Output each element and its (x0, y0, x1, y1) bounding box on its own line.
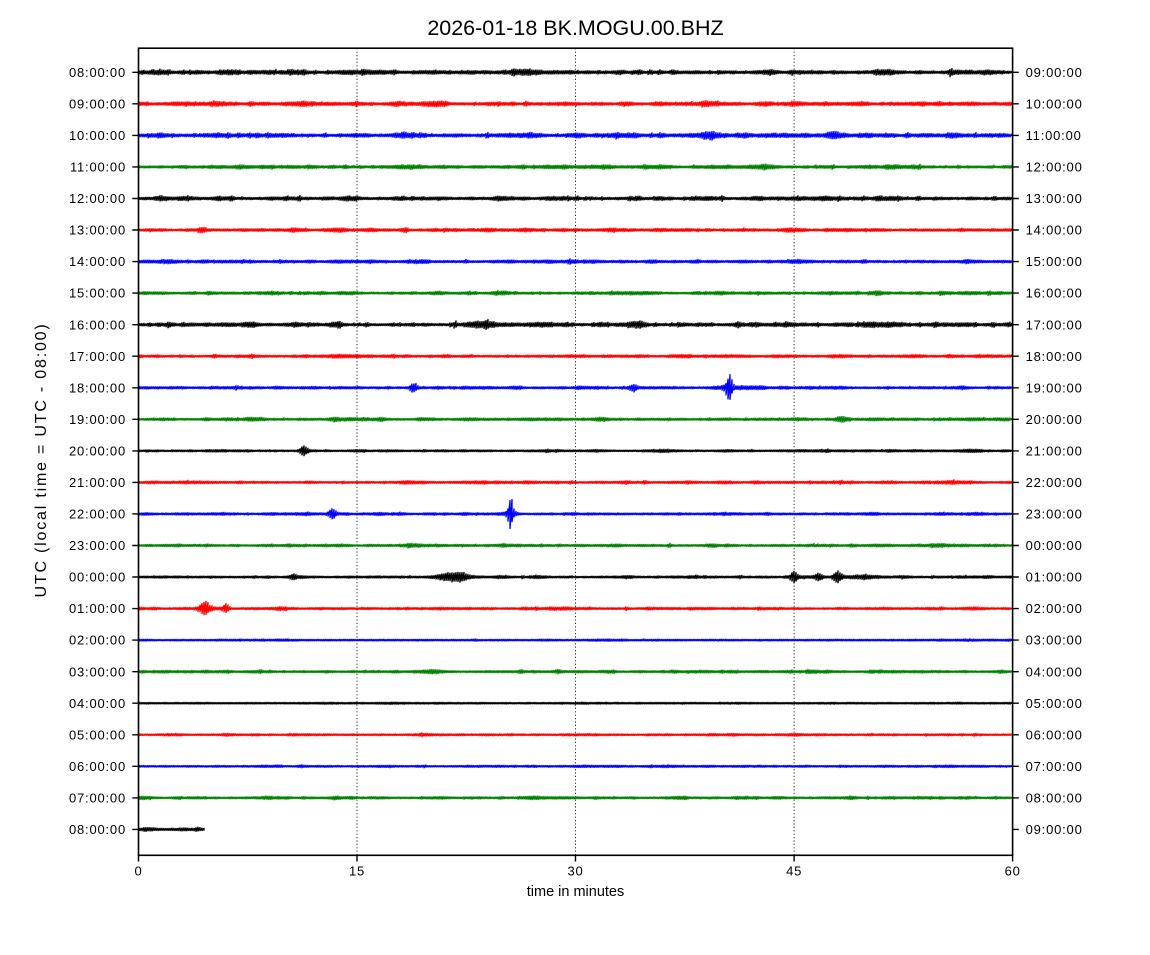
svg-text:08:00:00: 08:00:00 (1026, 791, 1083, 806)
svg-text:07:00:00: 07:00:00 (1026, 759, 1083, 774)
svg-text:21:00:00: 21:00:00 (69, 475, 126, 490)
svg-text:06:00:00: 06:00:00 (69, 759, 126, 774)
svg-text:05:00:00: 05:00:00 (69, 727, 126, 742)
svg-text:23:00:00: 23:00:00 (1026, 507, 1083, 522)
svg-text:30: 30 (567, 864, 583, 879)
svg-text:03:00:00: 03:00:00 (69, 664, 126, 679)
svg-text:22:00:00: 22:00:00 (69, 507, 126, 522)
svg-text:09:00:00: 09:00:00 (1026, 65, 1083, 80)
svg-text:14:00:00: 14:00:00 (69, 254, 126, 269)
svg-text:19:00:00: 19:00:00 (1026, 380, 1083, 395)
svg-text:12:00:00: 12:00:00 (69, 191, 126, 206)
svg-text:02:00:00: 02:00:00 (69, 633, 126, 648)
svg-text:10:00:00: 10:00:00 (1026, 96, 1083, 111)
svg-text:00:00:00: 00:00:00 (1026, 538, 1083, 553)
svg-text:60: 60 (1005, 864, 1021, 879)
svg-text:10:00:00: 10:00:00 (69, 128, 126, 143)
svg-text:21:00:00: 21:00:00 (1026, 444, 1083, 459)
svg-text:17:00:00: 17:00:00 (1026, 317, 1083, 332)
svg-text:15:00:00: 15:00:00 (1026, 254, 1083, 269)
svg-text:15: 15 (349, 864, 365, 879)
svg-text:15:00:00: 15:00:00 (69, 286, 126, 301)
svg-text:23:00:00: 23:00:00 (69, 538, 126, 553)
svg-text:16:00:00: 16:00:00 (69, 317, 126, 332)
svg-text:20:00:00: 20:00:00 (69, 444, 126, 459)
svg-text:04:00:00: 04:00:00 (69, 696, 126, 711)
svg-text:08:00:00: 08:00:00 (69, 822, 126, 837)
svg-text:08:00:00: 08:00:00 (69, 65, 126, 80)
svg-text:11:00:00: 11:00:00 (70, 160, 126, 175)
svg-text:00:00:00: 00:00:00 (69, 570, 126, 585)
svg-text:14:00:00: 14:00:00 (1026, 223, 1083, 238)
svg-text:UTC (local time = UTC - 08:00): UTC (local time = UTC - 08:00) (33, 323, 50, 598)
svg-text:01:00:00: 01:00:00 (69, 601, 126, 616)
svg-text:20:00:00: 20:00:00 (1026, 412, 1083, 427)
svg-text:18:00:00: 18:00:00 (1026, 349, 1083, 364)
svg-text:12:00:00: 12:00:00 (1026, 160, 1083, 175)
svg-text:07:00:00: 07:00:00 (69, 791, 126, 806)
svg-text:0: 0 (134, 864, 142, 879)
svg-text:04:00:00: 04:00:00 (1026, 664, 1083, 679)
svg-text:09:00:00: 09:00:00 (1026, 822, 1083, 837)
svg-text:2026-01-18 BK.MOGU.00.BHZ: 2026-01-18 BK.MOGU.00.BHZ (427, 16, 723, 40)
svg-text:09:00:00: 09:00:00 (69, 96, 126, 111)
svg-text:02:00:00: 02:00:00 (1026, 601, 1083, 616)
svg-text:11:00:00: 11:00:00 (1026, 128, 1082, 143)
svg-text:13:00:00: 13:00:00 (1026, 191, 1083, 206)
svg-text:18:00:00: 18:00:00 (69, 380, 126, 395)
svg-text:19:00:00: 19:00:00 (69, 412, 126, 427)
svg-text:05:00:00: 05:00:00 (1026, 696, 1083, 711)
svg-text:01:00:00: 01:00:00 (1026, 570, 1083, 585)
svg-text:45: 45 (786, 864, 802, 879)
svg-text:16:00:00: 16:00:00 (1026, 286, 1083, 301)
svg-text:03:00:00: 03:00:00 (1026, 633, 1083, 648)
svg-text:13:00:00: 13:00:00 (69, 223, 126, 238)
svg-text:06:00:00: 06:00:00 (1026, 727, 1083, 742)
svg-text:17:00:00: 17:00:00 (69, 349, 126, 364)
svg-text:time in minutes: time in minutes (527, 884, 625, 900)
svg-text:22:00:00: 22:00:00 (1026, 475, 1083, 490)
